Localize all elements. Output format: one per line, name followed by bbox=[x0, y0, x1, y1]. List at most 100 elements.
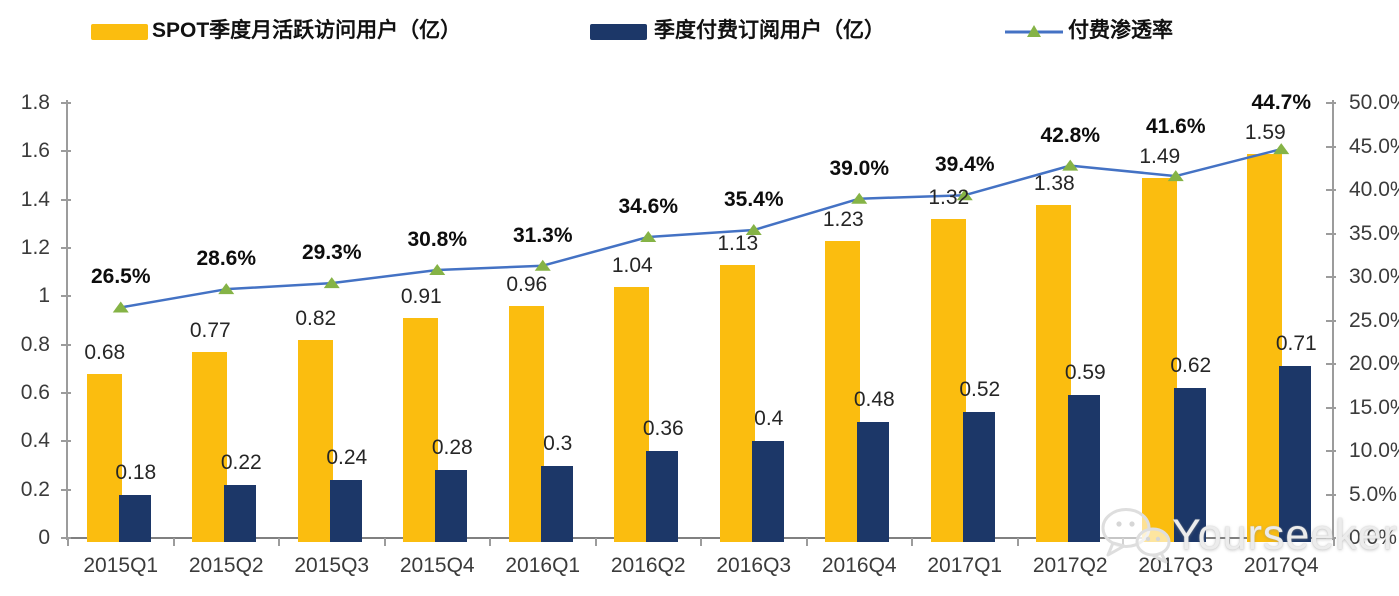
y-axis-left-tick bbox=[61, 440, 71, 443]
x-axis-label: 2015Q3 bbox=[294, 554, 370, 577]
label-penetration-2015Q4: 30.8% bbox=[407, 228, 468, 252]
label-mau-2016Q1: 0.96 bbox=[506, 273, 548, 296]
watermark: Yourseeker bbox=[1098, 500, 1399, 570]
wechat-icon bbox=[1101, 508, 1171, 564]
label-paid-2016Q4: 0.48 bbox=[853, 388, 895, 411]
y-axis-left-tick bbox=[61, 102, 71, 104]
label-paid-2015Q2: 0.22 bbox=[220, 450, 262, 474]
bar-mau-2016Q2 bbox=[614, 286, 650, 542]
x-axis-label: 2017Q4 bbox=[1243, 554, 1319, 577]
label-penetration-2016Q1: 31.3% bbox=[512, 223, 573, 247]
x-axis-label: 2017Q3 bbox=[1138, 554, 1214, 577]
bar-paid-2017Q3 bbox=[1173, 388, 1206, 542]
y-axis-right-tick bbox=[1326, 232, 1336, 235]
bar-paid-2015Q3 bbox=[329, 480, 362, 542]
label-mau-2017Q3: 1.49 bbox=[1139, 144, 1181, 168]
label-mau-2017Q4: 1.59 bbox=[1244, 120, 1286, 144]
label-penetration-2016Q4: 39.0% bbox=[829, 156, 890, 180]
x-axis-label: 2016Q2 bbox=[610, 554, 686, 577]
x-axis-tick bbox=[911, 538, 913, 546]
y-axis-right-tick bbox=[1326, 493, 1336, 496]
legend-swatch-mau-bar bbox=[91, 24, 148, 40]
y-axis-right-label: 0.0% bbox=[1349, 526, 1397, 549]
label-penetration-2017Q2: 42.8% bbox=[1040, 123, 1101, 147]
y-axis-right-label: 15.0% bbox=[1349, 395, 1399, 419]
bar-paid-2015Q2 bbox=[224, 484, 257, 542]
legend-line-triangle-marker-icon bbox=[1005, 25, 1063, 37]
y-axis-left-tick bbox=[61, 537, 71, 539]
bar-mau-2015Q1 bbox=[86, 373, 122, 542]
bar-paid-2015Q1 bbox=[118, 494, 151, 542]
bar-paid-2017Q1 bbox=[962, 412, 995, 542]
label-paid-2015Q1: 0.18 bbox=[115, 460, 157, 484]
y-axis-right-label: 5.0% bbox=[1349, 482, 1397, 506]
label-penetration-2016Q2: 34.6% bbox=[618, 194, 679, 218]
y-axis-left-label: 0.2 bbox=[20, 477, 50, 501]
watermark-text: Yourseeker bbox=[1172, 510, 1398, 559]
y-axis-right-tick bbox=[1326, 276, 1336, 278]
x-axis-tick bbox=[1227, 538, 1230, 546]
y-axis-right-tick bbox=[1326, 450, 1336, 452]
x-axis-label: 2015Q2 bbox=[188, 554, 264, 577]
x-axis-label: 2017Q1 bbox=[927, 554, 1003, 577]
y-axis-left-label: 0 bbox=[38, 526, 50, 549]
x-axis-label: 2015Q4 bbox=[399, 554, 475, 577]
y-axis-left-label: 1.4 bbox=[20, 187, 50, 211]
line-marker-2015Q2 bbox=[218, 283, 235, 295]
bar-paid-2016Q2 bbox=[646, 451, 679, 542]
label-paid-2015Q4: 0.28 bbox=[431, 436, 473, 460]
y-axis-right-tick bbox=[1326, 319, 1336, 322]
label-mau-2015Q1: 0.68 bbox=[84, 340, 126, 364]
label-penetration-2017Q1: 39.4% bbox=[934, 153, 995, 177]
y-axis-right-label: 20.0% bbox=[1349, 352, 1399, 375]
y-axis-left-line bbox=[66, 100, 68, 540]
y-axis-left-label: 0.4 bbox=[20, 429, 50, 453]
y-axis-left-label: 0.6 bbox=[20, 381, 50, 404]
bar-mau-2015Q2 bbox=[192, 351, 228, 542]
label-mau-2016Q4: 1.23 bbox=[822, 207, 864, 231]
x-axis-tick bbox=[1333, 538, 1335, 546]
y-axis-left-tick bbox=[61, 295, 71, 298]
label-paid-2016Q2: 0.36 bbox=[642, 417, 684, 440]
bar-paid-2015Q4 bbox=[435, 470, 468, 542]
bar-mau-2016Q1 bbox=[508, 306, 544, 542]
y-axis-right-label: 30.0% bbox=[1349, 265, 1399, 288]
label-paid-2017Q2: 0.59 bbox=[1064, 361, 1106, 385]
y-axis-right-tick bbox=[1326, 145, 1336, 148]
y-axis-right-tick bbox=[1326, 537, 1336, 539]
y-axis-left-tick bbox=[61, 392, 71, 394]
label-paid-2016Q1: 0.3 bbox=[543, 431, 573, 455]
line-marker-2016Q2 bbox=[640, 230, 657, 242]
label-penetration-2017Q4: 44.7% bbox=[1251, 90, 1312, 114]
x-axis-tick bbox=[172, 538, 175, 546]
y-axis-left-label: 1.6 bbox=[20, 139, 50, 163]
x-axis-label: 2016Q4 bbox=[821, 554, 897, 577]
label-mau-2015Q4: 0.91 bbox=[400, 285, 442, 309]
line-marker-2016Q4 bbox=[851, 192, 868, 204]
bar-mau-2015Q3 bbox=[297, 339, 333, 542]
y-axis-right-label: 50.0% bbox=[1349, 91, 1399, 114]
bar-paid-2016Q3 bbox=[751, 441, 784, 542]
x-axis-label: 2016Q3 bbox=[716, 554, 792, 577]
y-axis-left-label: 1.2 bbox=[20, 236, 50, 259]
bar-paid-2016Q4 bbox=[857, 422, 890, 542]
label-penetration-2016Q3: 35.4% bbox=[723, 188, 784, 212]
y-axis-right-label: 45.0% bbox=[1349, 134, 1399, 158]
line-marker-2017Q2 bbox=[1062, 159, 1079, 171]
label-penetration-2015Q3: 29.3% bbox=[301, 241, 362, 265]
y-axis-left-tick bbox=[61, 247, 71, 249]
label-mau-2016Q2: 1.04 bbox=[611, 253, 653, 277]
line-marker-2016Q1 bbox=[534, 259, 551, 271]
legend-label-paid: 季度付费订阅用户（亿） bbox=[654, 19, 885, 42]
y-axis-right-tick bbox=[1326, 189, 1336, 191]
y-axis-left-tick bbox=[61, 198, 71, 201]
y-axis-right-label: 25.0% bbox=[1349, 308, 1399, 332]
y-axis-right-tick bbox=[1326, 102, 1336, 104]
x-axis-label: 2016Q1 bbox=[505, 554, 581, 577]
y-axis-left-label: 0.8 bbox=[20, 332, 50, 356]
legend-label-mau: SPOT季度月活跃访问用户（亿） bbox=[152, 19, 462, 42]
y-axis-left-label: 1 bbox=[38, 284, 50, 308]
line-marker-2015Q1 bbox=[112, 301, 129, 313]
label-mau-2015Q2: 0.77 bbox=[189, 318, 231, 342]
x-axis-tick bbox=[489, 538, 491, 546]
